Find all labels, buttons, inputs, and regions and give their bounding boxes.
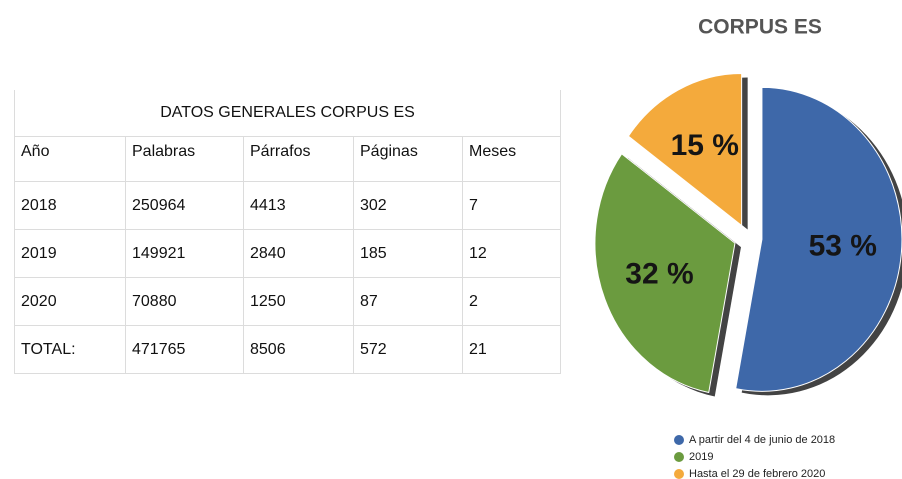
legend-label: 2019 xyxy=(689,451,713,463)
table-cell: 1250 xyxy=(243,277,354,326)
table-row: TOTAL: 471765 8506 572 21 xyxy=(14,325,561,374)
slice-label: 32 % xyxy=(625,258,693,291)
table-cell: 21 xyxy=(462,325,561,374)
table-cell: 185 xyxy=(353,229,463,278)
slice xyxy=(735,86,902,392)
data-table: DATOS GENERALES CORPUS ES Año Palabras Pár… xyxy=(14,90,561,374)
slice xyxy=(594,153,736,394)
table-row: 2019 149921 2840 185 12 xyxy=(14,229,561,278)
table-cell: Párrafos xyxy=(243,136,354,182)
table-title: DATOS GENERALES CORPUS ES xyxy=(14,90,561,137)
legend-label: Hasta el 29 de febrero 2020 xyxy=(689,468,825,479)
table-row: 2018 250964 4413 302 7 xyxy=(14,181,561,230)
legend-swatch xyxy=(674,469,684,479)
table-cell: 12 xyxy=(462,229,561,278)
chart-title: CORPUS ES xyxy=(698,16,822,39)
legend-swatch xyxy=(674,435,684,445)
table-body: DATOS GENERALES CORPUS ES Año Palabras Pár… xyxy=(14,90,561,374)
slice-label: 53 % xyxy=(809,230,877,263)
table-cell: 471765 xyxy=(125,325,244,374)
table-cell: 572 xyxy=(353,325,463,374)
table-cell: Año xyxy=(14,136,126,182)
legend-label: A partir del 4 de junio de 2018 xyxy=(689,434,835,446)
table-cell: 302 xyxy=(353,181,463,230)
table-cell: 2018 xyxy=(14,181,126,230)
table-cell: 70880 xyxy=(125,277,244,326)
slice-label: 15 % xyxy=(671,129,739,162)
legend-swatch xyxy=(674,452,684,462)
table-cell: 8506 xyxy=(243,325,354,374)
table-cell: 4413 xyxy=(243,181,354,230)
table-cell: 250964 xyxy=(125,181,244,230)
slice xyxy=(627,73,743,227)
table-cell: 87 xyxy=(353,277,463,326)
